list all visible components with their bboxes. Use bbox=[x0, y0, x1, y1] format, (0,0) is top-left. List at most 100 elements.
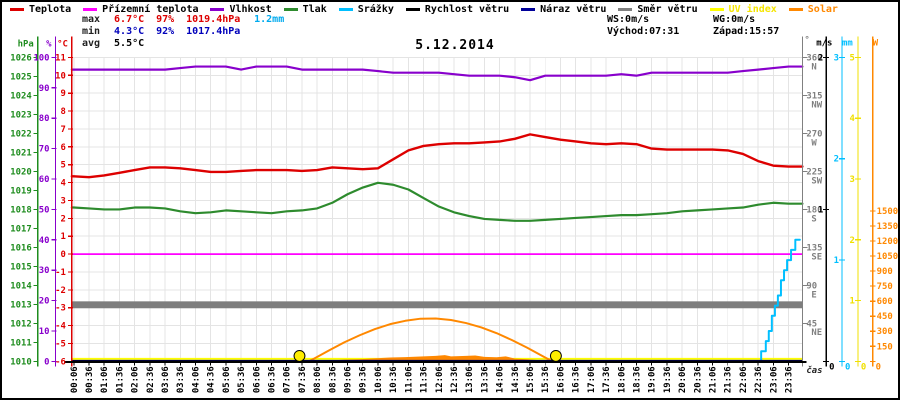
axis-tick-label: 04:06 bbox=[191, 366, 201, 393]
axis-labels: hPa1010101110121013101410151016101710181… bbox=[10, 36, 898, 394]
legend-swatch bbox=[405, 8, 420, 11]
axis-tick-label: 21:06 bbox=[709, 366, 719, 393]
stats-row-min: min 4.3°C 92% 1017.4hPa bbox=[82, 26, 284, 38]
axis-tick-label: 1 bbox=[834, 256, 839, 266]
axis-tick-label: 13:06 bbox=[465, 366, 475, 393]
axis-tick-label: 1050 bbox=[877, 252, 898, 262]
axis-tick-label: 8 bbox=[61, 107, 66, 117]
axis-tick-label: 09:06 bbox=[344, 366, 354, 393]
axis-tick-label: 50 bbox=[39, 205, 50, 215]
legend-item-1: Teplota bbox=[10, 4, 71, 15]
legend-swatch bbox=[210, 8, 225, 11]
legend-item-4: Tlak bbox=[283, 4, 327, 15]
axis-tick-label: 12:06 bbox=[435, 366, 445, 393]
sun-info-row: Východ:07:31 Západ:15:57 bbox=[607, 26, 779, 38]
legend-item-8: Směr větru bbox=[618, 4, 698, 15]
axis-tick-label: 18:06 bbox=[617, 366, 627, 393]
axis-tick-label: 70 bbox=[39, 145, 50, 155]
axis-tick-label: 10:36 bbox=[389, 366, 399, 393]
axis-tick-label: 900 bbox=[877, 267, 893, 277]
axis-tick-label: NE bbox=[811, 328, 822, 338]
axis-tick-label: 22:36 bbox=[754, 366, 764, 393]
axis-tick-label: 17:36 bbox=[602, 366, 612, 393]
axis-tick-label: 80 bbox=[39, 114, 50, 124]
rain-cumulative-line bbox=[72, 238, 801, 363]
axis-tick-label: 30 bbox=[39, 266, 50, 276]
axis-tick-label: 13:36 bbox=[480, 366, 490, 393]
axis-tick-label: W bbox=[811, 138, 817, 148]
axis-tick-label: 08:06 bbox=[313, 366, 323, 393]
legend-swatch bbox=[338, 8, 353, 11]
axis-tick-label: 08:36 bbox=[328, 366, 338, 393]
axis-tick-label: 180 bbox=[806, 205, 822, 215]
axis-tick-label: 1019 bbox=[10, 186, 31, 196]
axis-tick-label: 23:36 bbox=[785, 366, 795, 393]
axis-tick-label: 750 bbox=[877, 282, 893, 292]
axis-tick-label: 17:06 bbox=[587, 366, 597, 393]
axis-tick-label: 135 bbox=[806, 243, 822, 253]
axis-tick-label: 1012 bbox=[10, 319, 31, 329]
legend-label: Rychlost větru bbox=[424, 4, 510, 15]
legend-item-7: Náraz větru bbox=[521, 4, 606, 15]
legend-item-5: Srážky bbox=[338, 4, 394, 15]
legend-label: Vlhkost bbox=[229, 4, 272, 15]
axis-tick-label: 40 bbox=[39, 236, 50, 246]
axis-tick-label: -4 bbox=[55, 322, 66, 332]
axis-tick-label: 11:36 bbox=[420, 366, 430, 393]
axis-tick-label: 90 bbox=[39, 84, 50, 94]
stats-label-min: min bbox=[82, 26, 101, 37]
stats-block: max 6.7°C 97% 1019.4hPa 1.2mm min 4.3°C … bbox=[82, 14, 284, 50]
axis-tick-label: 5 bbox=[850, 53, 855, 63]
stats-avg-temperature: 5.5°C bbox=[114, 38, 145, 49]
axis-tick-label: E bbox=[811, 290, 816, 300]
solar-measured-area bbox=[326, 355, 552, 362]
axis-tick-label: 4 bbox=[61, 179, 66, 189]
axis-tick-label: 2 bbox=[818, 53, 823, 63]
legend-item-9: UV index bbox=[709, 4, 777, 15]
axis-tick-label: 16:06 bbox=[556, 366, 566, 393]
stats-max-temperature: 6.7°C bbox=[114, 14, 145, 25]
axis-tick-label: 600 bbox=[877, 297, 893, 307]
axis-tick-label: 2 bbox=[61, 214, 66, 224]
axis-tick-label: 20:06 bbox=[678, 366, 688, 393]
axis-tick-label: °C bbox=[57, 40, 68, 50]
axis-tick-label: 10 bbox=[39, 327, 50, 337]
legend-item-10: Solar bbox=[788, 4, 838, 15]
legend-label: Srážky bbox=[357, 4, 394, 15]
axis-tick-label: 3 bbox=[834, 53, 839, 63]
axis-tick-label: 315 bbox=[806, 91, 822, 101]
legend-swatch bbox=[788, 8, 803, 11]
sunset-info: Západ:15:57 bbox=[713, 26, 780, 37]
axis-tick-label: 270 bbox=[806, 129, 822, 139]
axis-tick-label: 300 bbox=[877, 327, 893, 337]
sunset-marker bbox=[549, 349, 562, 362]
axis-tick-label: 60 bbox=[39, 175, 50, 185]
axis-tick-label: 14:06 bbox=[496, 366, 506, 393]
axis-tick-label: 225 bbox=[806, 167, 822, 177]
axis-tick-label: mm bbox=[842, 39, 853, 49]
legend-item-3: Vlhkost bbox=[210, 4, 272, 15]
axis-tick-label: 1350 bbox=[877, 222, 898, 232]
axis-tick-label: 2 bbox=[850, 236, 855, 246]
axis-tick-label: čas bbox=[806, 365, 822, 376]
axis-tick-label: 1014 bbox=[10, 281, 31, 291]
stats-min-pressure: 1017.4hPa bbox=[186, 26, 241, 37]
grid bbox=[71, 56, 803, 362]
wind-sun-info: WS:0m/s WG:0m/s Východ:07:31 Západ:15:57 bbox=[607, 14, 779, 38]
axis-tick-label: 12:36 bbox=[450, 366, 460, 393]
stats-min-humidity: 92% bbox=[156, 26, 175, 37]
axis-tick-label: N bbox=[811, 62, 816, 72]
axis-tick-label: 0 bbox=[845, 362, 850, 372]
axis-tick-label: % bbox=[46, 40, 52, 50]
axis-tick-label: 05:36 bbox=[237, 366, 247, 393]
axis-tick-label: 19:36 bbox=[663, 366, 673, 393]
legend-label: Solar bbox=[807, 4, 838, 15]
axis-tick-label: 6 bbox=[61, 143, 66, 153]
legend-swatch bbox=[10, 8, 24, 11]
axis-tick-label: 23:06 bbox=[769, 366, 779, 393]
axis-tick-label: 45 bbox=[806, 319, 817, 329]
axis-tick-label: 05:06 bbox=[222, 366, 232, 393]
legend-item-2: Přízemní teplota bbox=[83, 4, 198, 15]
